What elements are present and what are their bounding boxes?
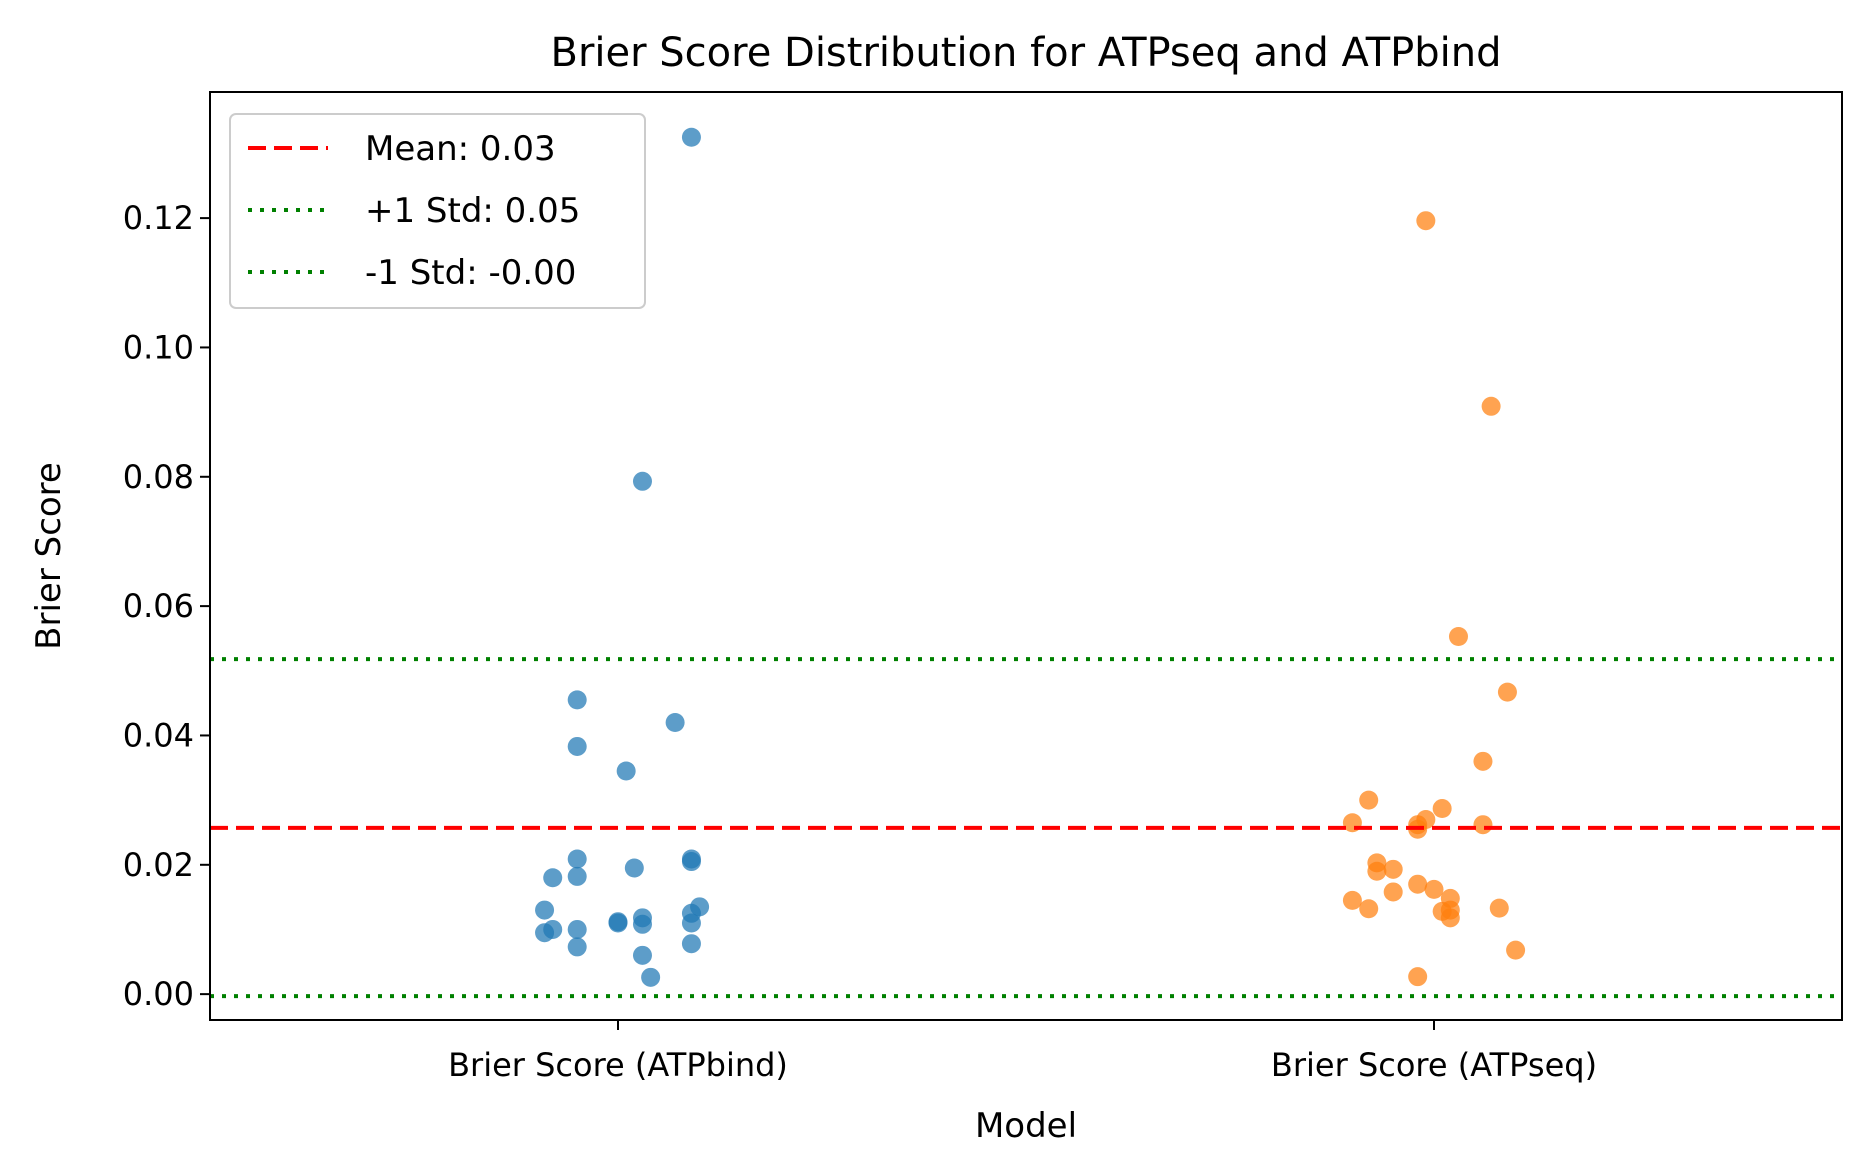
atpseq-point	[1383, 859, 1403, 879]
y-tick-label: 0.00	[123, 975, 194, 1013]
atpseq-point	[1383, 882, 1403, 902]
atpseq-point	[1416, 211, 1436, 231]
atpseq-point	[1342, 890, 1362, 910]
legend: Mean: 0.03 +1 Std: 0.05 -1 Std: -0.00	[229, 113, 646, 309]
legend-label: Mean: 0.03	[365, 129, 556, 169]
atpbind-point	[681, 852, 701, 872]
x-tick-label: Brier Score (ATPseq)	[1271, 1046, 1597, 1084]
y-tick-label: 0.08	[123, 458, 194, 496]
atpbind-point	[567, 866, 587, 886]
atpseq-point	[1367, 861, 1387, 881]
legend-box	[229, 113, 646, 309]
y-tick-label: 0.06	[123, 587, 194, 625]
atpseq-point	[1473, 751, 1493, 771]
atpseq-point	[1432, 799, 1452, 819]
atpseq-point	[1359, 899, 1379, 919]
y-tick-label: 0.02	[123, 846, 194, 884]
atpbind-point	[641, 967, 661, 987]
atpbind-point	[535, 923, 555, 943]
atpbind-point	[681, 913, 701, 933]
atpseq-point	[1408, 967, 1428, 987]
plot-area: 0.00 0.02 0.04 0.06 0.08 0.10 0.12 Brier Score …	[123, 91, 1843, 1084]
x-tick-label: Brier Score (ATPbind)	[448, 1046, 788, 1084]
x-axis-label: Model	[975, 1106, 1077, 1146]
y-tick-label: 0.10	[123, 328, 194, 366]
atpseq-point	[1448, 627, 1468, 647]
legend-label: -1 Std: -0.00	[365, 253, 576, 293]
atpbind-point	[632, 945, 652, 965]
atpbind-point	[567, 937, 587, 957]
atpbind-point	[567, 849, 587, 869]
atpseq-point	[1408, 874, 1428, 894]
atpbind-point	[608, 913, 628, 933]
atpseq-point	[1497, 682, 1517, 702]
y-axis-label: Brier Score	[29, 462, 69, 650]
atpbind-point	[567, 919, 587, 939]
atpbind-point	[681, 127, 701, 147]
axes-frame	[209, 91, 1843, 1021]
atpseq-point	[1424, 879, 1444, 899]
chart-title: Brier Score Distribution for ATPseq and …	[551, 30, 1502, 76]
atpbind-point	[535, 900, 555, 920]
atpbind-point	[632, 471, 652, 491]
atpbind-point	[567, 736, 587, 756]
atpseq-point	[1489, 898, 1509, 918]
atpseq-point	[1506, 940, 1526, 960]
atpbind-point	[567, 690, 587, 710]
atpseq-point	[1481, 396, 1501, 416]
atpbind-point	[665, 713, 685, 733]
atpbind-point	[681, 934, 701, 954]
y-tick-label: 0.12	[123, 199, 194, 237]
atpbind-point	[543, 868, 563, 888]
atpbind-point	[616, 761, 636, 781]
atpbind-point	[624, 858, 644, 878]
y-tick-label: 0.04	[123, 716, 194, 754]
atpseq-point	[1440, 908, 1460, 928]
atpbind-point	[632, 914, 652, 934]
atpseq-point	[1359, 790, 1379, 810]
atpseq-point	[1473, 815, 1493, 835]
legend-label: +1 Std: 0.05	[365, 191, 580, 231]
